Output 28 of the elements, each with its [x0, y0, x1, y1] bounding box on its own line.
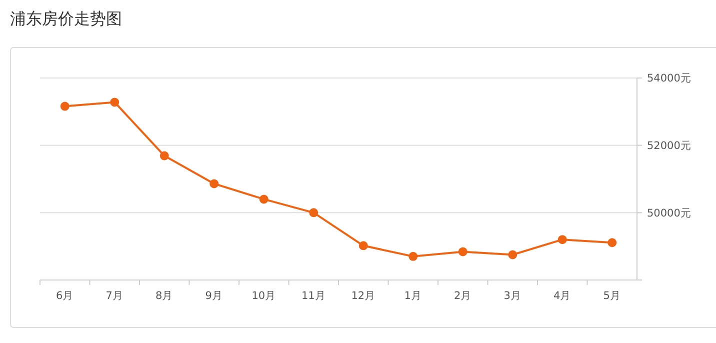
x-tick-label: 7月 [106, 290, 124, 302]
x-tick-label: 3月 [504, 290, 522, 302]
x-tick-label: 11月 [301, 290, 326, 302]
point [309, 208, 318, 218]
x-tick-label: 8月 [156, 290, 174, 302]
point [508, 250, 518, 260]
x-tick-label: 10月 [252, 290, 276, 302]
chart-title: 浦东房价走势图 [10, 9, 122, 28]
point [608, 238, 617, 248]
point [160, 151, 169, 160]
y-tick-label: 52000元 [647, 140, 692, 152]
point [210, 179, 219, 188]
point [458, 247, 468, 256]
x-tick-label: 12月 [351, 290, 376, 302]
y-tick-label: 54000元 [647, 72, 692, 85]
x-tick-label: 9月 [205, 290, 223, 302]
point [110, 98, 120, 107]
y-tick-label: 50000元 [647, 207, 692, 220]
x-tick-label: 4月 [554, 290, 572, 302]
x-tick-label: 2月 [454, 290, 472, 302]
point [358, 241, 368, 250]
point [408, 252, 418, 261]
x-tick-label: 6月 [56, 290, 74, 302]
x-tick-label: 5月 [603, 290, 621, 302]
point [259, 194, 268, 204]
point [60, 102, 70, 111]
point [558, 235, 567, 244]
x-tick-label: 1月 [404, 290, 422, 302]
